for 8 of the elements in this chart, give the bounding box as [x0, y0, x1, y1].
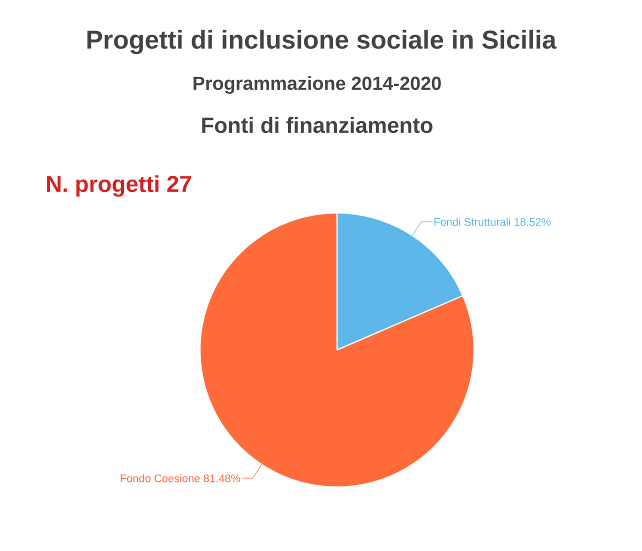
chart-title: Progetti di inclusione sociale in Sicilia: [87, 30, 557, 54]
slice-label: Fondi Strutturali: [434, 218, 510, 226]
chart-subtitle: Programmazione 2014-2020: [194, 76, 441, 94]
data-label: 18.52%: [514, 218, 551, 226]
data-label: 81.48%: [204, 474, 240, 482]
text: N. progetti 27: [47, 175, 191, 197]
slice-label: Fondo Coesione: [120, 474, 200, 482]
text: Fonti di finanziamento: [202, 116, 432, 134]
